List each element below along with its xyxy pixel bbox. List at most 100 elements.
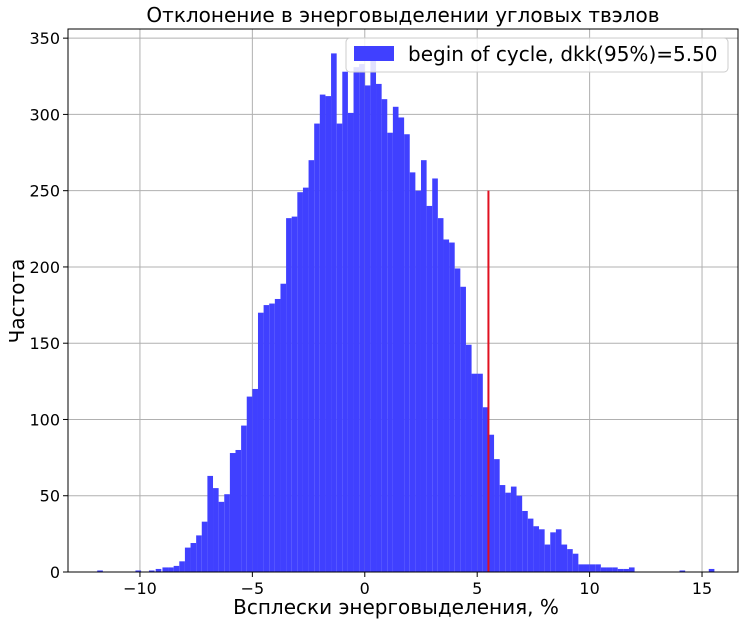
histogram-bar [539, 529, 545, 572]
histogram-bar [325, 96, 332, 572]
histogram-bar [370, 53, 377, 573]
histogram-bar [135, 570, 142, 572]
histogram-bar [229, 453, 236, 572]
histogram-bar [617, 568, 624, 572]
histogram-bar [623, 568, 629, 572]
histogram-bar [595, 564, 601, 572]
y-tick-label: 0 [50, 563, 60, 582]
x-tick-label: 10 [579, 579, 599, 598]
histogram-bar [97, 570, 103, 572]
histogram-bar [392, 106, 399, 572]
histogram-bar [426, 205, 433, 572]
y-tick-label: 300 [29, 105, 60, 124]
histogram-bar [628, 567, 635, 572]
y-axis-ticks: 0 50 100 150 200 250 300 350 [29, 29, 68, 582]
histogram-bar [555, 529, 562, 572]
histogram-bar [376, 83, 382, 573]
histogram-bar [213, 488, 219, 572]
histogram-bar [494, 459, 500, 572]
histogram-bar [516, 495, 523, 572]
histogram-bar [274, 298, 281, 572]
histogram-bar [437, 218, 444, 572]
chart-title: Отклонение в энерговыделении угловых твэ… [146, 3, 659, 27]
histogram-bar [235, 449, 242, 572]
histogram-bar [465, 344, 472, 572]
x-tick-label: 0 [360, 579, 370, 598]
histogram-bar [550, 532, 556, 572]
histogram-bar [415, 190, 421, 572]
histogram-bar [196, 535, 202, 572]
histogram-bar [449, 242, 455, 573]
histogram-bar [477, 373, 483, 572]
histogram-bar [471, 373, 478, 572]
histogram-bar [522, 510, 528, 572]
x-axis-label: Всплески энерговыделения, % [233, 595, 559, 619]
histogram-bar [302, 187, 309, 572]
histogram-bar [246, 396, 253, 572]
histogram-bar [708, 568, 715, 572]
histogram-bar [331, 53, 337, 573]
y-tick-label: 150 [29, 334, 60, 353]
x-axis-ticks: −10 −5 0 5 10 15 [123, 572, 712, 598]
histogram-bar [398, 117, 405, 572]
histogram-bar [280, 283, 287, 572]
histogram-bar [404, 134, 410, 572]
histogram-bar [336, 123, 343, 572]
histogram-bar [679, 570, 686, 572]
y-tick-label: 50 [40, 487, 60, 506]
histogram-bar [578, 564, 584, 572]
histogram-bar [297, 192, 303, 572]
histogram-bar [359, 64, 365, 573]
plot-frame [67, 28, 739, 573]
histogram-bar [572, 553, 579, 572]
histogram-bar [286, 218, 292, 572]
legend-swatch [354, 46, 394, 61]
histogram-bar [454, 268, 461, 572]
histogram-bar [533, 526, 540, 572]
histogram-bar [606, 567, 613, 572]
histogram-bar [263, 305, 270, 572]
histogram-bar [269, 303, 275, 572]
histogram-bar [561, 544, 568, 572]
histogram-bar [241, 425, 247, 572]
y-tick-label: 100 [29, 410, 60, 429]
histogram-bars [97, 53, 715, 573]
histogram-bar [443, 239, 450, 572]
histogram-bar [148, 570, 155, 572]
histogram-bar [252, 388, 258, 572]
histogram-bar [173, 565, 180, 572]
x-tick-label: 15 [692, 579, 712, 598]
histogram-bar [583, 564, 590, 572]
histogram-bar [319, 94, 326, 572]
histogram-bar [482, 407, 489, 572]
histogram-bar [499, 485, 506, 572]
histogram-bar [347, 112, 354, 573]
x-tick-label: −5 [241, 579, 265, 598]
histogram-bar [420, 160, 427, 572]
x-tick-label: −10 [123, 579, 157, 598]
histogram-bar [155, 568, 162, 572]
histogram-bar [381, 99, 388, 573]
histogram-bar [291, 216, 298, 572]
y-tick-label: 250 [29, 182, 60, 201]
histogram-bar [488, 434, 495, 572]
histogram-bar [179, 561, 185, 572]
legend-label: begin of cycle, dkk(95%)=5.50 [408, 42, 718, 66]
histogram-bar [162, 567, 169, 572]
histogram-bar [353, 67, 360, 572]
histogram-bar [342, 71, 348, 573]
histogram-bar [600, 567, 607, 572]
histogram-bar [505, 492, 511, 572]
histogram-bar [184, 547, 191, 572]
histogram-bar [224, 494, 230, 572]
histogram-bar [567, 549, 573, 572]
legend-box [345, 37, 729, 73]
histogram-bar [168, 567, 174, 572]
histogram-bar [364, 85, 371, 572]
histogram-bar [387, 132, 393, 572]
histogram-bar [257, 312, 264, 572]
y-tick-label: 350 [29, 29, 60, 48]
histogram-bar [460, 286, 466, 572]
histogram-bar [432, 178, 438, 572]
